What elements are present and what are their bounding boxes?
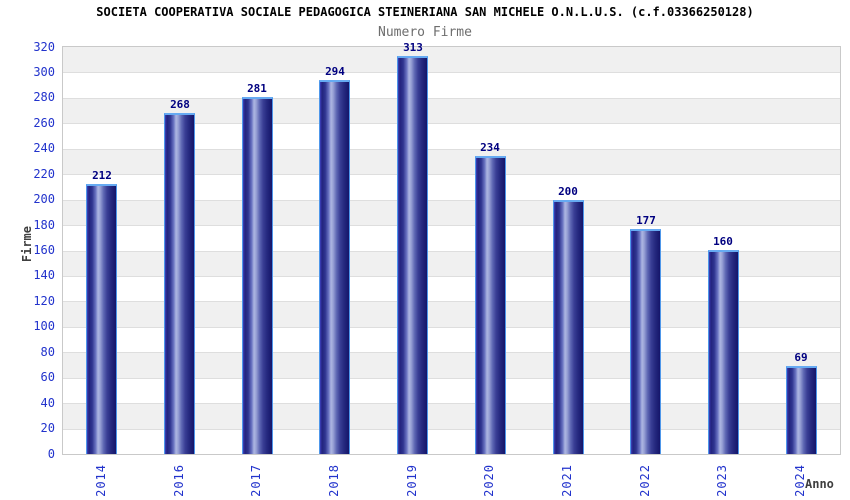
chart-title: SOCIETA COOPERATIVA SOCIALE PEDAGOGICA S…: [96, 5, 754, 19]
x-tick-label: 2014: [94, 464, 108, 497]
bar-value-label: 268: [170, 98, 190, 111]
x-tick-label: 2022: [638, 464, 652, 497]
x-axis-title: Anno: [805, 477, 834, 491]
y-tick-label: 160: [33, 243, 55, 257]
x-tick-label: 2020: [482, 464, 496, 497]
bar-value-label: 200: [558, 185, 578, 198]
bar-value-label: 313: [403, 41, 423, 54]
bar: [708, 250, 739, 454]
y-tick-label: 260: [33, 115, 55, 130]
x-tick-label: 2017: [249, 464, 263, 497]
bar: [475, 156, 506, 454]
grid-band: [63, 72, 840, 98]
bar: [630, 229, 661, 454]
bar-value-label: 234: [480, 141, 500, 154]
y-tick-label: 140: [33, 268, 55, 283]
bar: [397, 56, 428, 454]
y-tick-label: 280: [33, 90, 55, 105]
y-tick-label: 60: [40, 370, 55, 385]
bar: [242, 97, 273, 454]
y-tick-label: 320: [33, 39, 55, 54]
bar: [786, 366, 817, 454]
y-tick-label: 20: [40, 421, 55, 436]
x-tick-label: 2023: [715, 464, 729, 497]
plot-area: 212 268 281 294 313 234 200 177 160 69: [62, 41, 841, 455]
y-tick-label: 100: [33, 319, 55, 334]
chart-subtitle: Numero Firme: [378, 25, 472, 40]
y-tick-label: 0: [47, 446, 55, 461]
bar: [553, 200, 584, 454]
x-tick-label: 2018: [327, 464, 341, 497]
y-tick-label: 220: [33, 166, 55, 181]
bar: [319, 80, 350, 454]
bar: [164, 113, 195, 454]
x-tick-label: 2019: [405, 464, 419, 497]
y-tick-label: 240: [33, 141, 55, 156]
bar-value-label: 281: [247, 82, 267, 95]
bar-value-label: 160: [713, 235, 733, 248]
bar: [86, 184, 117, 454]
grid-band: [63, 47, 840, 73]
y-tick-label: 80: [40, 344, 55, 359]
bar-value-label: 69: [794, 351, 808, 364]
x-tick-label: 2021: [560, 464, 574, 497]
bar-value-label: 177: [636, 214, 656, 227]
y-tick-label: 200: [33, 192, 55, 207]
y-tick-label: 180: [33, 217, 55, 232]
y-tick-label: 120: [33, 293, 55, 308]
bar-value-label: 294: [325, 65, 345, 78]
y-tick-label: 300: [33, 64, 55, 79]
bar-value-label: 212: [92, 169, 112, 182]
x-tick-label: 2016: [172, 464, 186, 497]
y-tick-label: 40: [40, 395, 55, 410]
